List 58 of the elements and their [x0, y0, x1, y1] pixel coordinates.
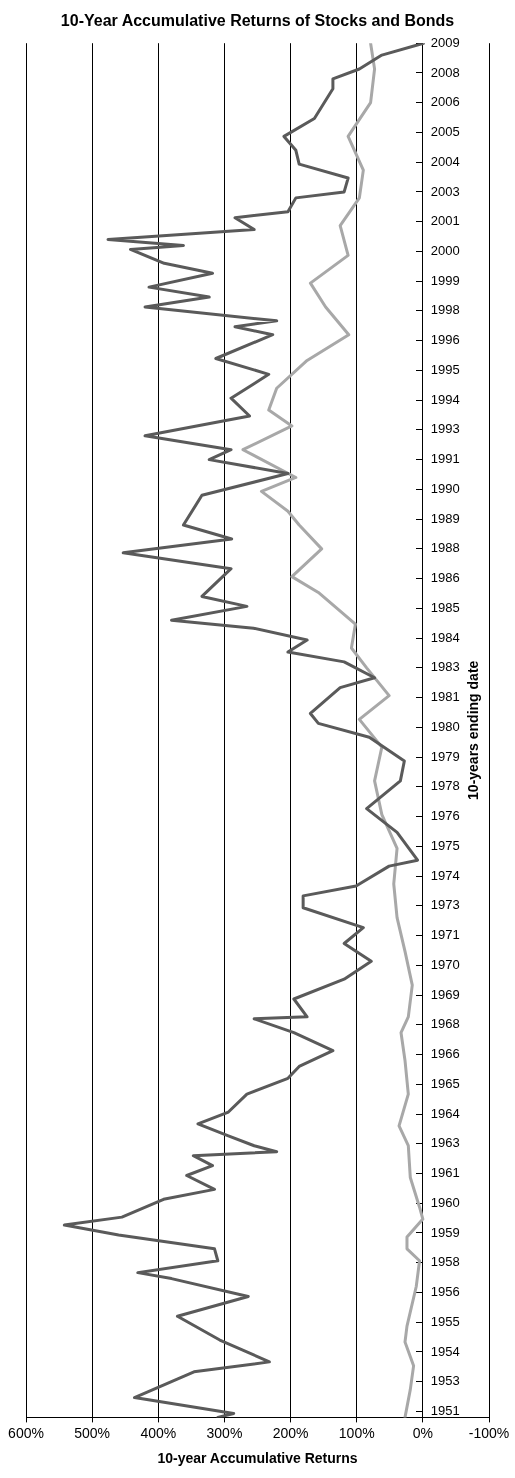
y-tick-label: 2008 — [430, 64, 460, 80]
y-tick-label: 1996 — [430, 332, 460, 348]
y-tick-label: 2001 — [430, 213, 460, 229]
y-tick-label: 1990 — [430, 480, 460, 496]
y-tick-label: 1969 — [430, 986, 460, 1002]
y-tick-label: 1986 — [430, 570, 460, 586]
y-tick-label: 1980 — [430, 718, 460, 734]
chart-title: 10-Year Accumulative Returns of Stocks and Bonds — [60, 12, 455, 30]
x-tick-label: 100% — [338, 1424, 375, 1441]
y-tick-label: 1995 — [430, 361, 460, 377]
y-tick-label: 1963 — [430, 1135, 460, 1151]
y-tick-label: 1981 — [430, 689, 460, 705]
y-tick-label: 1998 — [430, 302, 460, 318]
y-tick-label: 2004 — [430, 153, 460, 169]
y-tick-label: 1993 — [430, 421, 460, 437]
y-tick-label: 1960 — [430, 1194, 460, 1210]
y-tick-label: 2006 — [430, 94, 460, 110]
y-tick-label: 1989 — [430, 510, 460, 526]
y-tick-label: 1961 — [430, 1165, 460, 1181]
y-tick-label: 1973 — [430, 897, 460, 913]
y-tick-label: 2005 — [430, 124, 460, 140]
y-tick-label: 1988 — [430, 540, 460, 556]
y-tick-label: 1964 — [430, 1105, 460, 1121]
x-tick-label: -100% — [468, 1424, 510, 1441]
y-tick-label: 1959 — [430, 1224, 460, 1240]
y-tick-label: 1955 — [430, 1313, 460, 1329]
y-tick-label: 1991 — [430, 451, 460, 467]
y-tick-label: 1965 — [430, 1075, 460, 1091]
y-tick-label: 1983 — [430, 659, 460, 675]
y-tick-label: 1954 — [430, 1343, 460, 1359]
y-tick-label: 1958 — [430, 1254, 460, 1270]
x-tick-label: 300% — [206, 1424, 243, 1441]
y-tick-label: 1984 — [430, 629, 460, 645]
y-tick-label: 1953 — [430, 1373, 460, 1389]
x-tick-label: 200% — [272, 1424, 309, 1441]
y-axis-title: 10-years ending date — [464, 660, 481, 800]
y-tick-label: 1978 — [430, 778, 460, 794]
x-tick-label: 600% — [8, 1424, 44, 1441]
y-tick-label: 1974 — [430, 867, 460, 883]
y-tick-label: 1971 — [430, 927, 460, 943]
y-tick-label: 1956 — [430, 1284, 460, 1300]
x-axis-title: 10-year Accumulative Returns — [157, 1450, 358, 1467]
x-tick-label: 500% — [74, 1424, 111, 1441]
y-tick-label: 2009 — [430, 34, 460, 50]
y-tick-label: 2000 — [430, 242, 460, 258]
y-tick-label: 1975 — [430, 837, 460, 853]
y-tick-label: 1994 — [430, 391, 460, 407]
y-tick-label: 2003 — [430, 183, 460, 199]
y-tick-label: 1970 — [430, 956, 460, 972]
y-tick-label: 1979 — [430, 748, 460, 764]
y-tick-label: 1976 — [430, 808, 460, 824]
y-tick-label: 1999 — [430, 272, 460, 288]
y-tick-label: 1966 — [430, 1046, 460, 1062]
y-tick-label: 1951 — [430, 1403, 460, 1419]
y-tick-label: 1985 — [430, 599, 460, 615]
x-tick-label: 400% — [140, 1424, 177, 1441]
x-tick-label: 0% — [412, 1424, 433, 1441]
y-tick-label: 1968 — [430, 1016, 460, 1032]
